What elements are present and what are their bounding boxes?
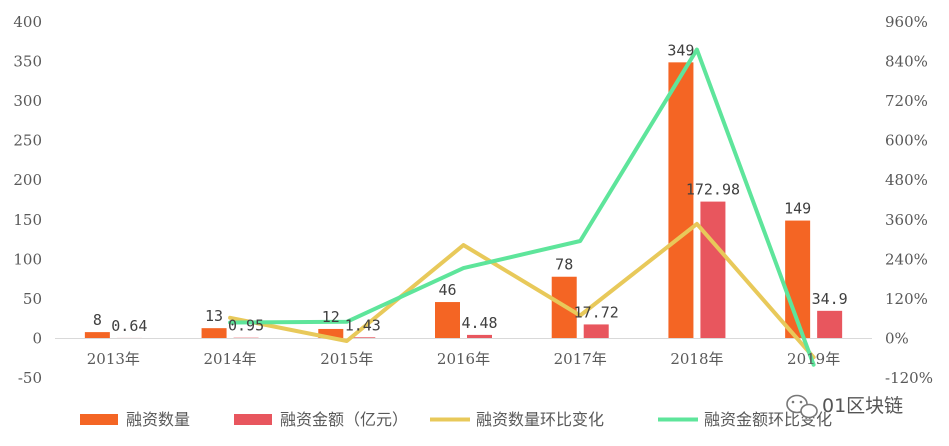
y-right-tick: 360% bbox=[885, 211, 928, 229]
line-count-change bbox=[228, 221, 816, 360]
y-right-tick: 840% bbox=[885, 53, 928, 71]
bar-amount bbox=[700, 201, 726, 339]
y-right-tick: 960% bbox=[885, 13, 928, 31]
legend-label: 融资数量 bbox=[126, 410, 190, 429]
data-labels: 8 13 12 46 78 349 149 0.64 0.95 1.43 4.48 17.72 172.… bbox=[93, 41, 848, 335]
bar-amount bbox=[467, 334, 492, 339]
data-label-amount: 1.43 bbox=[345, 316, 381, 334]
legend-item: 融资数量环比变化 bbox=[430, 410, 604, 429]
bar-amount bbox=[583, 324, 609, 339]
watermark-text: 01区块链 bbox=[822, 395, 903, 417]
y-left-tick: 400 bbox=[13, 13, 42, 31]
y-right-tick: 240% bbox=[885, 250, 928, 268]
y-right-tick: 120% bbox=[885, 290, 928, 308]
legend-item: 融资数量 bbox=[80, 410, 190, 429]
y-left-tick: 250 bbox=[13, 132, 42, 150]
legend-item: 融资金额（亿元） bbox=[234, 410, 408, 429]
y-left-tick: 50 bbox=[23, 290, 42, 308]
y-axis-right: -120% 0% 120% 240% 360% 480% 600% 720% 840% 960% bbox=[885, 13, 933, 387]
data-label-amount: 172.98 bbox=[686, 181, 740, 199]
x-tick: 2014年 bbox=[203, 350, 256, 368]
y-left-tick: 200 bbox=[13, 171, 42, 189]
y-left-tick: 300 bbox=[13, 92, 42, 110]
data-label-count: 46 bbox=[438, 281, 456, 299]
data-label-count: 78 bbox=[555, 256, 573, 274]
watermark: 01区块链 bbox=[786, 394, 903, 419]
y-left-tick: 350 bbox=[13, 53, 42, 71]
bar-count bbox=[84, 332, 110, 339]
data-label-count: 13 bbox=[205, 307, 223, 325]
legend-swatch bbox=[80, 414, 118, 425]
x-tick: 2017年 bbox=[554, 350, 607, 368]
legend-label: 融资金额环比变化 bbox=[704, 410, 832, 429]
x-tick: 2018年 bbox=[670, 350, 723, 368]
data-label-amount: 0.64 bbox=[111, 317, 147, 335]
x-tick: 2019年 bbox=[787, 350, 840, 368]
bar-count bbox=[435, 302, 460, 339]
x-tick: 2016年 bbox=[437, 350, 490, 368]
data-label-amount: 0.95 bbox=[228, 317, 264, 335]
bar-count bbox=[318, 328, 344, 339]
data-label-count: 349 bbox=[667, 41, 694, 59]
bar-count bbox=[201, 328, 227, 339]
x-tick: 2015年 bbox=[320, 350, 373, 368]
data-label-count: 12 bbox=[322, 308, 340, 326]
line-amount-change bbox=[228, 47, 816, 367]
legend-label: 融资金额（亿元） bbox=[280, 410, 408, 429]
y-right-tick: 600% bbox=[885, 132, 928, 150]
y-right-tick: 480% bbox=[885, 171, 928, 189]
bars bbox=[84, 62, 843, 339]
bar-count bbox=[668, 62, 694, 339]
y-left-tick: 150 bbox=[13, 211, 42, 229]
y-left-tick: -50 bbox=[18, 369, 42, 387]
wechat-icon bbox=[786, 394, 818, 419]
legend-item: 融资金额环比变化 bbox=[658, 410, 832, 429]
y-left-tick: 100 bbox=[13, 250, 42, 268]
data-label-count: 149 bbox=[784, 200, 811, 218]
y-axis-left: -50 0 50 100 150 200 250 300 350 400 bbox=[13, 13, 42, 387]
x-tick: 2013年 bbox=[87, 350, 140, 368]
y-right-tick: -120% bbox=[885, 369, 933, 387]
y-right-tick: 720% bbox=[885, 92, 928, 110]
data-label-amount: 34.9 bbox=[812, 290, 848, 308]
data-label-count: 8 bbox=[93, 311, 102, 329]
data-label-amount: 17.72 bbox=[574, 303, 619, 321]
bar-amount bbox=[817, 310, 843, 339]
legend-label: 融资数量环比变化 bbox=[476, 410, 604, 429]
y-right-tick: 0% bbox=[885, 329, 909, 347]
bar-amount bbox=[350, 337, 376, 339]
y-left-tick: 0 bbox=[32, 329, 42, 347]
x-axis-ticks: 2013年 2014年 2015年 2016年 2017年 2018年 2019年 bbox=[87, 350, 840, 368]
legend: 融资数量 融资金额（亿元） 融资数量环比变化 融资金额环比变化 bbox=[80, 410, 832, 429]
lines bbox=[228, 47, 816, 367]
data-label-amount: 4.48 bbox=[461, 314, 497, 332]
legend-swatch bbox=[234, 414, 272, 425]
